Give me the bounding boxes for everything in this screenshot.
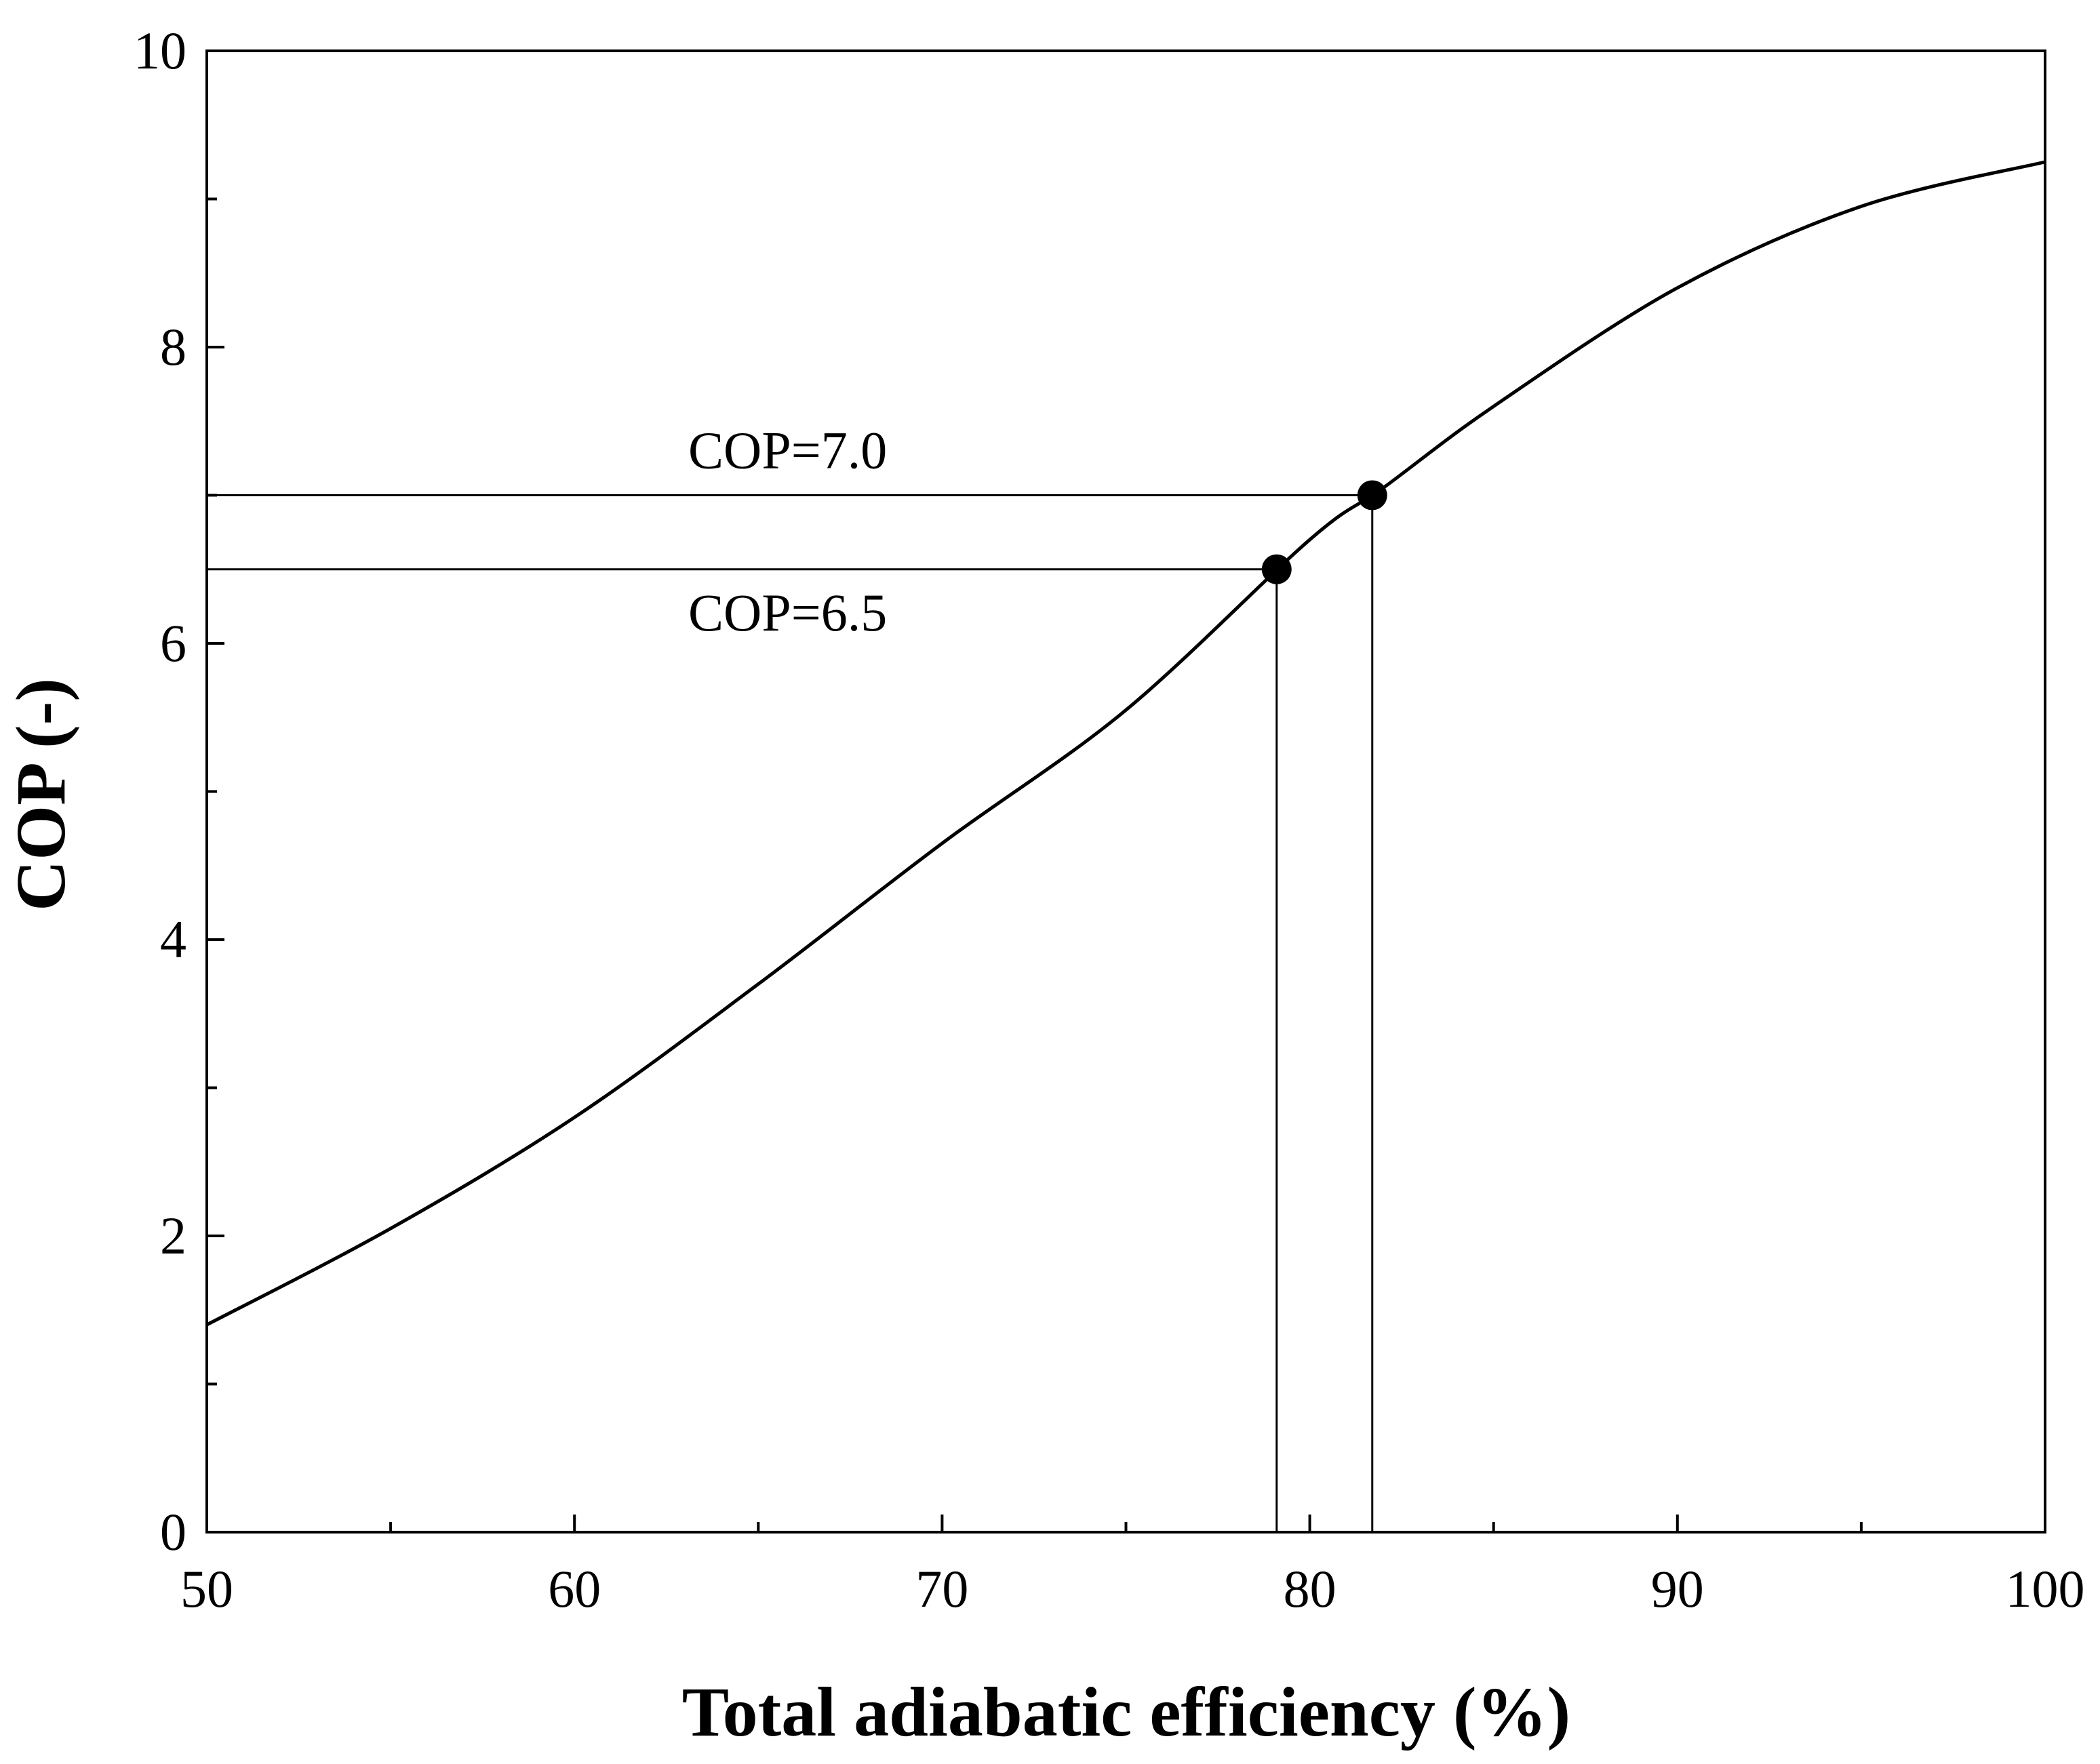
plot-frame <box>205 49 2046 1534</box>
x-tick-label: 60 <box>548 1559 601 1618</box>
data-point-marker <box>1357 480 1387 510</box>
y-tick-label: 8 <box>160 317 186 376</box>
reference-line-label: COP=6.5 <box>688 583 887 642</box>
data-point-marker <box>1261 554 1292 584</box>
reference-line-label: COP=7.0 <box>688 421 887 480</box>
x-tick-label: 70 <box>915 1559 968 1618</box>
x-tick-label: 80 <box>1284 1559 1336 1618</box>
x-tick-label: 100 <box>2006 1559 2085 1618</box>
y-tick-label: 4 <box>160 910 186 969</box>
x-tick-label: 50 <box>180 1559 233 1618</box>
x-axis-title: Total adiabatic efficiency (%) <box>682 1673 1570 1751</box>
y-tick-label: 2 <box>160 1206 186 1265</box>
y-tick-label: 0 <box>160 1502 186 1561</box>
y-axis-title: COP (-) <box>2 678 80 911</box>
x-tick-label: 90 <box>1651 1559 1704 1618</box>
y-tick-label: 10 <box>134 21 186 80</box>
y-tick-label: 6 <box>160 614 186 673</box>
cop-curve <box>205 160 2046 1327</box>
